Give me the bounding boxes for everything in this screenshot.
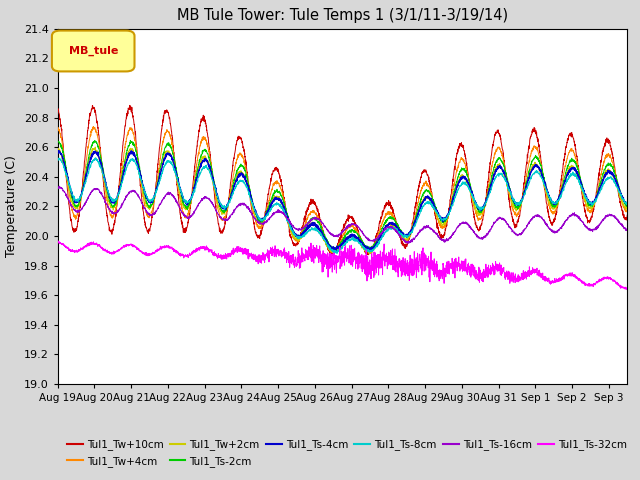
Text: MB_tule: MB_tule: [68, 46, 118, 56]
FancyBboxPatch shape: [52, 31, 134, 72]
Legend: Tul1_Tw+10cm, Tul1_Tw+4cm, Tul1_Tw+2cm, Tul1_Ts-2cm, Tul1_Ts-4cm, Tul1_Ts-8cm, T: Tul1_Tw+10cm, Tul1_Tw+4cm, Tul1_Tw+2cm, …: [63, 435, 631, 471]
Title: MB Tule Tower: Tule Temps 1 (3/1/11-3/19/14): MB Tule Tower: Tule Temps 1 (3/1/11-3/19…: [177, 9, 508, 24]
Y-axis label: Temperature (C): Temperature (C): [5, 156, 18, 257]
